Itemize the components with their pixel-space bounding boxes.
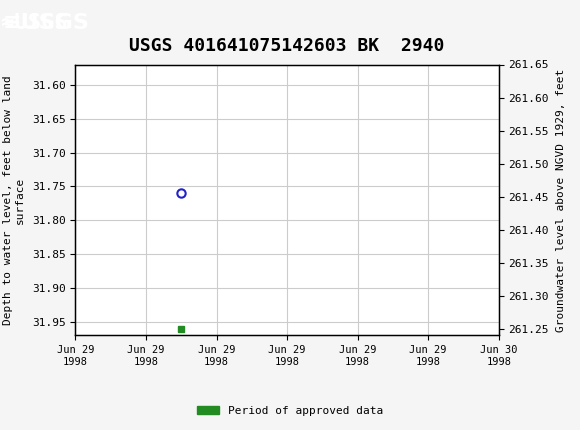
Text: ≡USGS: ≡USGS: [3, 12, 90, 33]
Y-axis label: Groundwater level above NGVD 1929, feet: Groundwater level above NGVD 1929, feet: [556, 68, 566, 332]
Text: ≈USGS: ≈USGS: [1, 12, 68, 33]
Title: USGS 401641075142603 BK  2940: USGS 401641075142603 BK 2940: [129, 37, 445, 55]
Legend: Period of approved data: Period of approved data: [193, 401, 387, 420]
Y-axis label: Depth to water level, feet below land
surface: Depth to water level, feet below land su…: [3, 75, 25, 325]
